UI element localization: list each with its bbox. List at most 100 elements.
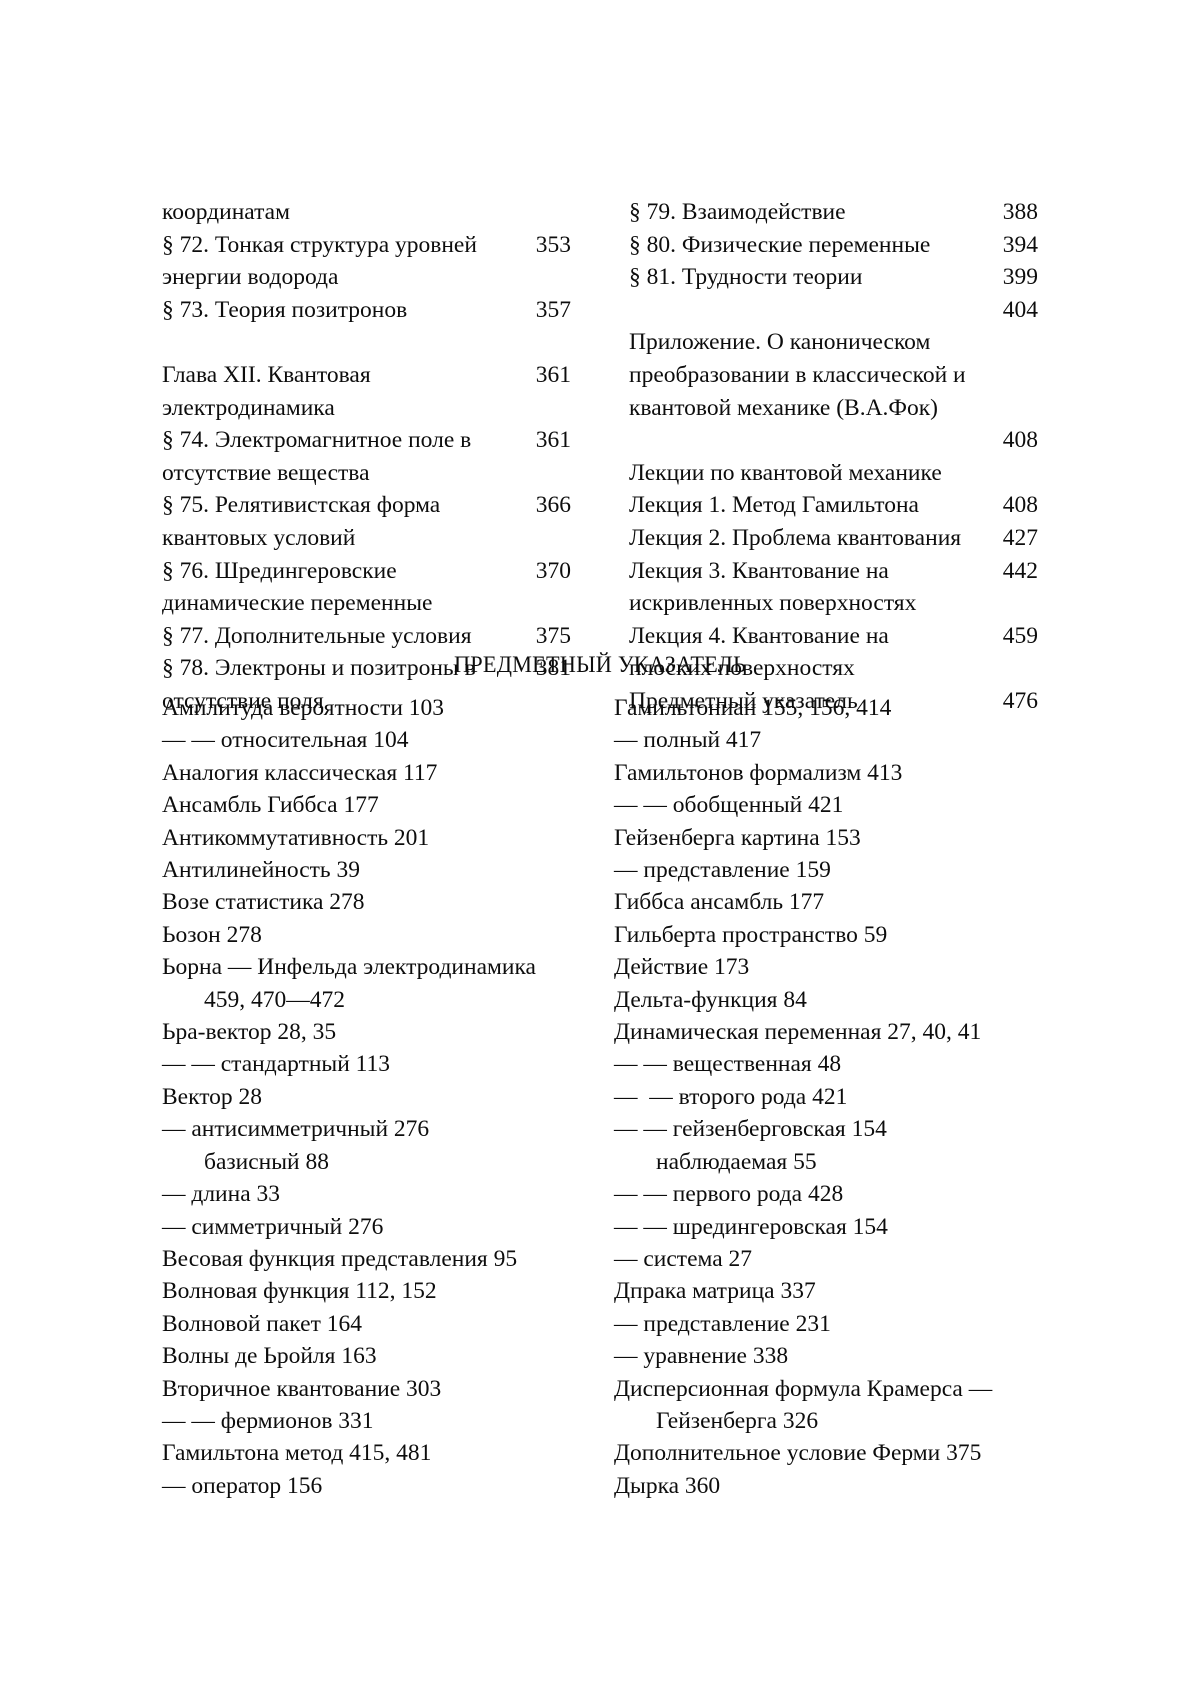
index-entry[interactable]: Действие 173 — [614, 951, 1038, 983]
toc-entry[interactable]: § 75. Релятивистская форма366 — [162, 489, 571, 522]
index-entry[interactable]: — — обобщенный 421 — [614, 789, 1038, 821]
index-entry[interactable]: Гейзенберга картина 153 — [614, 822, 1038, 854]
index-entry[interactable]: Антилинейность 39 — [162, 854, 586, 886]
toc-entry[interactable]: § 79. Взаимодействие388 — [629, 196, 1038, 229]
toc-entry-title: Лекция 3. Квантование на — [629, 555, 986, 588]
toc-entry-title: § 72. Тонкая структура уровней — [162, 229, 519, 262]
index-entry[interactable]: Гиббса ансамбль 177 — [614, 886, 1038, 918]
toc-entry-page: 361 — [519, 359, 571, 392]
toc-entry[interactable]: Глава XII. Квантовая361 — [162, 359, 571, 392]
index-entry[interactable]: Гамильтона метод 415, 481 — [162, 1437, 586, 1469]
index-entry[interactable]: — — фермионов 331 — [162, 1405, 586, 1437]
toc-entry[interactable]: энергии водорода — [162, 261, 571, 294]
toc-entry-title: преобразовании в классической и — [629, 359, 986, 392]
index-entry[interactable]: Вторичное квантование 303 — [162, 1373, 586, 1405]
toc-entry[interactable]: преобразовании в классической и — [629, 359, 1038, 392]
toc-entry[interactable]: квантовой механике (В.А.Фок) — [629, 392, 1038, 425]
toc-entry-title: квантовых условий — [162, 522, 519, 555]
toc-entry[interactable]: 404 — [629, 294, 1038, 327]
toc-entry[interactable]: Лекция 3. Квантование на442 — [629, 555, 1038, 588]
toc-entry[interactable]: Лекция 2. Проблема квантования427 — [629, 522, 1038, 555]
index-entry[interactable]: — — шредингеровская 154 — [614, 1211, 1038, 1243]
index-entry[interactable]: Волновой пакет 164 — [162, 1308, 586, 1340]
toc-entry-page: 375 — [519, 620, 571, 653]
index-entry[interactable]: наблюдаемая 55 — [614, 1146, 1038, 1178]
toc-entry-title: Приложение. О каноническом — [629, 326, 986, 359]
toc-entry[interactable]: § 77. Дополнительные условия375 — [162, 620, 571, 653]
toc-entry-page: 357 — [519, 294, 571, 327]
index-entry[interactable]: — симметричный 276 — [162, 1211, 586, 1243]
index-entry[interactable]: базисный 88 — [162, 1146, 586, 1178]
index-entry[interactable]: Дисперсионная формула Крамерса — — [614, 1373, 1038, 1405]
index-entry[interactable]: Дпрака матрица 337 — [614, 1275, 1038, 1307]
index-entry[interactable]: Вектор 28 — [162, 1081, 586, 1113]
index-entry[interactable]: — антисимметричный 276 — [162, 1113, 586, 1145]
index-entry[interactable]: Дополнительное условие Ферми 375 — [614, 1437, 1038, 1469]
toc-entry[interactable]: электродинамика — [162, 392, 571, 425]
toc-entry[interactable]: Лекция 1. Метод Гамильтона408 — [629, 489, 1038, 522]
index-entry[interactable]: Гамильтонов формализм 413 — [614, 757, 1038, 789]
index-entry[interactable]: Динамическая переменная 27, 40, 41 — [614, 1016, 1038, 1048]
toc-entry[interactable]: § 80. Физические переменные394 — [629, 229, 1038, 262]
toc-entry[interactable]: § 76. Шредингеровские370 — [162, 555, 571, 588]
toc-entry-title: Лекции по квантовой механике — [629, 457, 986, 490]
toc-entry[interactable]: § 81. Трудности теории399 — [629, 261, 1038, 294]
toc-entry[interactable]: координатам — [162, 196, 571, 229]
index-entry[interactable]: Весовая функция представления 95 — [162, 1243, 586, 1275]
index-entry[interactable]: Ьра-вектор 28, 35 — [162, 1016, 586, 1048]
index-entry[interactable]: Дырка 360 — [614, 1470, 1038, 1502]
index-entry[interactable]: Аналогия классическая 117 — [162, 757, 586, 789]
toc-entry[interactable]: искривленных поверхностях — [629, 587, 1038, 620]
toc-entry-title: Лекция 2. Проблема квантования — [629, 522, 986, 555]
index-entry[interactable]: — длина 33 — [162, 1178, 586, 1210]
index-entry[interactable]: Гейзенберга 326 — [614, 1405, 1038, 1437]
toc-entry-title: § 77. Дополнительные условия — [162, 620, 519, 653]
index-entry[interactable]: Гильберта пространство 59 — [614, 919, 1038, 951]
index-entry[interactable]: — представление 231 — [614, 1308, 1038, 1340]
index-entry[interactable]: Ьорна — Инфельда электродинамика — [162, 951, 586, 983]
toc-entry[interactable]: Приложение. О каноническом — [629, 326, 1038, 359]
index-entry[interactable]: Гамильтониан 155, 156, 414 — [614, 692, 1038, 724]
toc-entry-title: § 74. Электромагнитное поле в — [162, 424, 519, 457]
toc-entry[interactable]: 408 — [629, 424, 1038, 457]
index-entry[interactable]: — оператор 156 — [162, 1470, 586, 1502]
index-entry[interactable]: — полный 417 — [614, 724, 1038, 756]
toc-entry-title: § 76. Шредингеровские — [162, 555, 519, 588]
index-entry[interactable]: — система 27 — [614, 1243, 1038, 1275]
toc-entry[interactable]: отсутствие вещества — [162, 457, 571, 490]
index-entry[interactable]: Ьозон 278 — [162, 919, 586, 951]
toc-entry[interactable]: динамические переменные — [162, 587, 571, 620]
index-entry[interactable]: — — вещественная 48 — [614, 1048, 1038, 1080]
index-entry[interactable]: Антикоммутативность 201 — [162, 822, 586, 854]
toc-entry-page: 408 — [986, 424, 1038, 457]
toc-entry-title: § 73. Теория позитронов — [162, 294, 519, 327]
toc-right-column: § 79. Взаимодействие388§ 80. Физические … — [629, 196, 1038, 718]
index-title: ПРЕДМЕТНЫЙ УКАЗАТЕЛЬ — [18, 652, 1182, 678]
index-entry[interactable]: Волновая функция 112, 152 — [162, 1275, 586, 1307]
toc-entry[interactable]: Лекция 4. Квантование на459 — [629, 620, 1038, 653]
index-entry[interactable]: — — относительная 104 — [162, 724, 586, 756]
index-entry[interactable]: Волны де Ьройля 163 — [162, 1340, 586, 1372]
toc-entry-title: энергии водорода — [162, 261, 519, 294]
toc-entry-title: § 81. Трудности теории — [629, 261, 986, 294]
index-entry[interactable]: — — стандартный 113 — [162, 1048, 586, 1080]
index-entry[interactable]: — уравнение 338 — [614, 1340, 1038, 1372]
index-entry[interactable]: Амплитуда вероятности 103 — [162, 692, 586, 724]
toc-entry-page: 353 — [519, 229, 571, 262]
table-of-contents: координатам§ 72. Тонкая структура уровне… — [162, 196, 1038, 718]
toc-entry[interactable]: § 74. Электромагнитное поле в361 — [162, 424, 571, 457]
toc-entry[interactable]: § 72. Тонкая структура уровней353 — [162, 229, 571, 262]
toc-entry[interactable]: Лекции по квантовой механике — [629, 457, 1038, 490]
index-entry[interactable]: Возе статистика 278 — [162, 886, 586, 918]
toc-entry-title: Лекция 1. Метод Гамильтона — [629, 489, 986, 522]
index-entry[interactable]: Дельта-функция 84 — [614, 984, 1038, 1016]
toc-entry[interactable]: § 73. Теория позитронов357 — [162, 294, 571, 327]
toc-entry[interactable]: квантовых условий — [162, 522, 571, 555]
index-entry[interactable]: — — второго рода 421 — [614, 1081, 1038, 1113]
index-entry[interactable]: — представление 159 — [614, 854, 1038, 886]
index-entry[interactable]: 459, 470—472 — [162, 984, 586, 1016]
toc-entry-title: электродинамика — [162, 392, 519, 425]
index-entry[interactable]: Ансамбль Гиббса 177 — [162, 789, 586, 821]
index-entry[interactable]: — — первого рода 428 — [614, 1178, 1038, 1210]
index-entry[interactable]: — — гейзенберговская 154 — [614, 1113, 1038, 1145]
